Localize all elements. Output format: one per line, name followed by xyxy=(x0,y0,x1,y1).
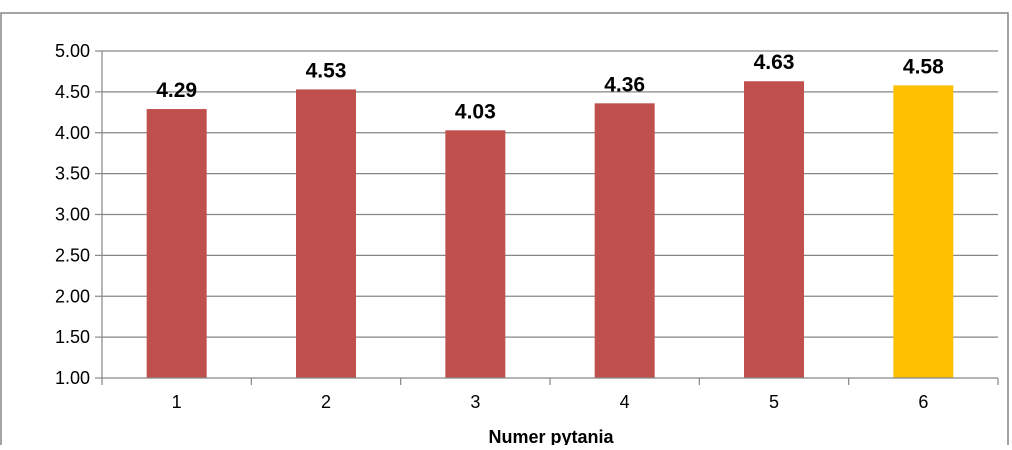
y-tick-label: 5.00 xyxy=(55,41,90,61)
y-tick-label: 1.00 xyxy=(55,368,90,388)
x-tick-label: 5 xyxy=(769,392,779,412)
data-label: 4.58 xyxy=(903,55,944,78)
x-tick-label: 1 xyxy=(172,392,182,412)
y-tick-labels: 1.00 1.50 2.00 2.50 3.00 3.50 4.00 4.50 5.00 xyxy=(55,41,90,388)
y-tick-label: 2.00 xyxy=(55,286,90,306)
data-label: 4.29 xyxy=(156,79,197,102)
y-tick-label: 4.00 xyxy=(55,123,90,143)
y-tick-label: 4.50 xyxy=(55,82,90,102)
x-tick-label: 3 xyxy=(470,392,480,412)
x-tick-label: 4 xyxy=(620,392,630,412)
bar-1 xyxy=(146,109,207,378)
data-label: 4.03 xyxy=(455,100,496,123)
y-tick-label: 1.50 xyxy=(55,327,90,347)
y-tick-label: 2.50 xyxy=(55,245,90,265)
axes xyxy=(95,50,999,385)
data-label: 4.63 xyxy=(754,51,795,74)
y-tick-label: 3.50 xyxy=(55,164,90,184)
bar-6 xyxy=(893,85,954,379)
data-labels: 4.29 4.53 4.03 4.36 4.63 4.58 xyxy=(156,51,944,123)
y-tick-label: 3.00 xyxy=(55,205,90,225)
x-axis-title: Numer pytania xyxy=(488,427,614,445)
bar-5 xyxy=(744,81,804,378)
x-tick-label: 2 xyxy=(321,392,331,412)
gridlines xyxy=(102,50,998,338)
bar-2 xyxy=(296,89,356,379)
bar-3 xyxy=(445,130,506,378)
bar-4 xyxy=(594,103,655,378)
x-tick-labels: 1 2 3 4 5 6 xyxy=(172,392,929,412)
bars xyxy=(146,81,954,379)
data-label: 4.36 xyxy=(604,73,645,96)
data-label: 4.53 xyxy=(306,59,347,82)
x-tick-label: 6 xyxy=(918,392,928,412)
